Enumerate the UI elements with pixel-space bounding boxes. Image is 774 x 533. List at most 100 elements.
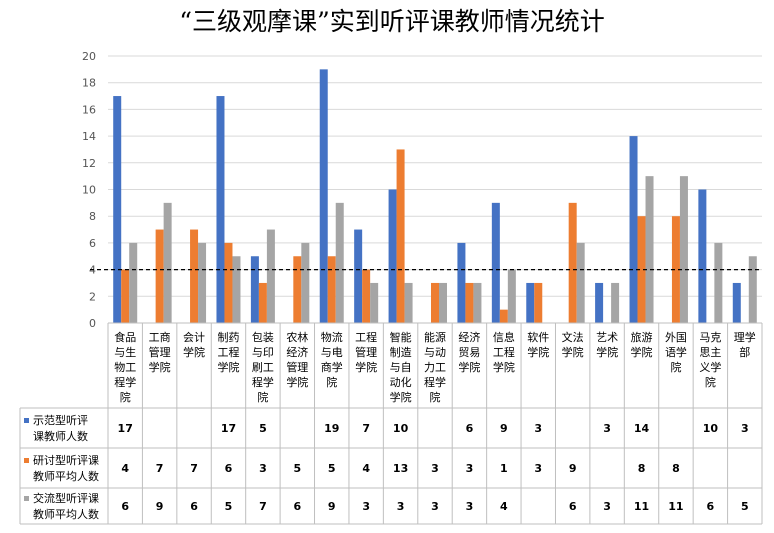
y-tick-label: 16 — [82, 103, 96, 116]
bar — [266, 229, 275, 323]
y-tick-label: 10 — [82, 184, 96, 197]
category-label: 与生 — [114, 345, 136, 359]
category-label: 部 — [739, 345, 750, 359]
bar — [224, 242, 233, 323]
y-tick-label: 20 — [82, 50, 96, 63]
table-cell-value: 9 — [569, 462, 577, 475]
category-label: 义学 — [699, 360, 721, 374]
category-label: 智能 — [390, 330, 412, 344]
category-label: 文法 — [562, 330, 584, 344]
category-label: 信息 — [493, 330, 515, 344]
category-label: 经济 — [286, 345, 308, 359]
table-cell-value: 10 — [393, 422, 409, 435]
category-label: 经济 — [458, 330, 480, 344]
table-cell-value: 3 — [466, 500, 474, 513]
table-cell-value: 4 — [362, 462, 370, 475]
row-label: 教师平均人数 — [33, 470, 99, 483]
table-cell-value: 3 — [603, 422, 611, 435]
bar — [388, 189, 397, 323]
y-tick-label: 18 — [82, 77, 96, 90]
bar — [714, 242, 723, 323]
bar — [499, 309, 508, 323]
category-label: 院 — [257, 390, 268, 404]
category-label: 学院 — [390, 390, 412, 404]
table-cell-value: 3 — [259, 462, 267, 475]
table-cell-value: 7 — [362, 422, 370, 435]
table-cell-value: 9 — [500, 422, 508, 435]
table-cell-value: 3 — [534, 422, 542, 435]
category-label: 学院 — [458, 360, 480, 374]
bar — [698, 189, 707, 323]
bar — [370, 282, 379, 323]
category-label: 贸易 — [458, 346, 480, 359]
legend-key — [24, 418, 29, 423]
category-label: 力工 — [424, 361, 446, 374]
category-label: 语学 — [665, 345, 687, 359]
bar — [671, 216, 680, 323]
bar — [354, 229, 363, 323]
bar — [465, 282, 474, 323]
bar — [491, 202, 500, 323]
table-cell-value: 6 — [466, 422, 474, 435]
table-cell-value: 17 — [118, 422, 133, 435]
bar — [250, 256, 259, 323]
table-cell-value: 6 — [293, 500, 301, 513]
category-label: 能源 — [424, 330, 446, 344]
bar — [595, 282, 604, 323]
bar — [568, 202, 577, 323]
table-cell-value: 3 — [534, 462, 542, 475]
table-cell-value: 14 — [634, 422, 650, 435]
category-label: 院 — [120, 390, 131, 404]
bar — [232, 256, 241, 323]
category-label: 与电 — [321, 346, 343, 359]
category-label: 管理 — [149, 345, 171, 359]
table-cell-value: 6 — [121, 500, 129, 513]
bar — [748, 256, 757, 323]
bar — [258, 282, 267, 323]
table-cell-value: 5 — [328, 462, 336, 475]
bar — [129, 242, 138, 323]
category-label: 工程 — [493, 346, 515, 359]
table-cell-value: 7 — [259, 500, 267, 513]
table-cell-value: 3 — [431, 500, 439, 513]
table-cell-value: 10 — [703, 422, 719, 435]
category-label: 院 — [670, 360, 681, 374]
table-cell-value: 5 — [259, 422, 267, 435]
bar — [404, 282, 413, 323]
bar — [473, 282, 482, 323]
bar — [319, 69, 328, 323]
category-label: 包装 — [252, 331, 274, 344]
table-cell-value: 3 — [741, 422, 749, 435]
bar — [431, 282, 439, 323]
bar — [457, 242, 466, 323]
category-label: 学院 — [286, 375, 308, 389]
category-label: 工商 — [149, 330, 171, 344]
category-label: 物工 — [114, 360, 136, 374]
row-label: 课教师人数 — [33, 430, 88, 443]
table-cell-value: 1 — [500, 462, 508, 475]
bar — [637, 216, 646, 323]
row-label: 教师平均人数 — [33, 508, 99, 521]
category-label: 旅游 — [631, 330, 653, 344]
bar — [526, 282, 535, 323]
bar — [198, 242, 207, 323]
table-cell-value: 5 — [741, 500, 749, 513]
chart-title: “三级观摩课”实到听评课教师情况统计 — [179, 7, 605, 36]
y-tick-label: 14 — [82, 130, 96, 143]
bar — [155, 229, 164, 323]
table-cell-value: 11 — [668, 500, 683, 513]
legend-key — [24, 458, 29, 463]
bar — [113, 96, 122, 323]
category-label: 程学 — [424, 375, 446, 389]
category-label: 软件 — [527, 330, 549, 344]
table-cell-value: 9 — [328, 500, 336, 513]
bar — [629, 136, 638, 323]
category-label: 工程 — [355, 331, 377, 344]
table-cell-value: 7 — [190, 462, 198, 475]
category-label: 与自 — [390, 361, 412, 374]
table-cell-value: 4 — [500, 500, 508, 513]
category-label: 制造 — [390, 345, 412, 359]
bar — [439, 282, 447, 323]
category-label: 学院 — [527, 345, 549, 359]
category-label: 学院 — [355, 360, 377, 374]
